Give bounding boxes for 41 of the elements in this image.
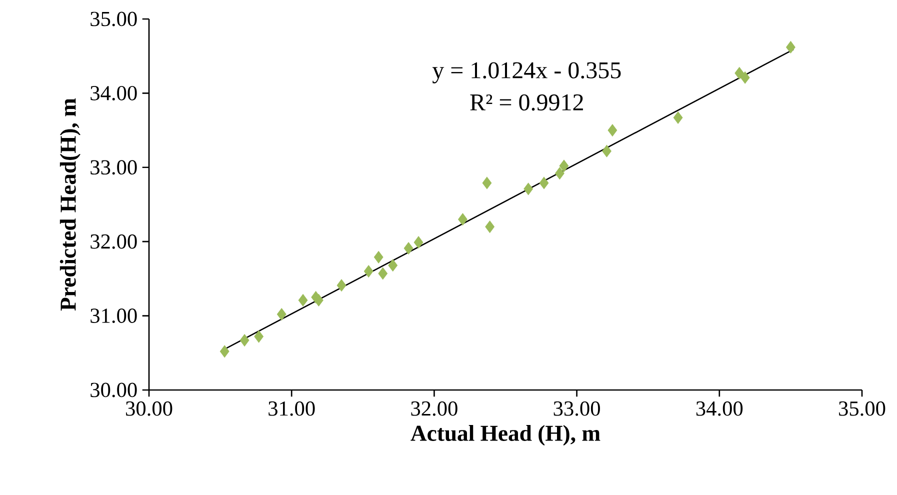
annotation: y = 1.0124x - 0.355 <box>432 62 621 84</box>
x-tick-label: 34.00 <box>696 401 743 416</box>
point <box>485 220 494 233</box>
point <box>555 167 564 180</box>
point <box>482 176 492 190</box>
point <box>240 334 250 346</box>
point <box>734 67 744 80</box>
x-axis-title: Actual Head (H), m <box>410 425 600 446</box>
point <box>602 144 612 158</box>
point <box>378 267 388 280</box>
x-tick-label: 33.00 <box>554 401 600 416</box>
point <box>524 182 533 196</box>
x-tick-label: 32.00 <box>411 401 458 416</box>
point <box>414 236 424 248</box>
point <box>336 279 346 292</box>
y-tick-label: 31.00 <box>90 308 137 324</box>
y-tick-label: 30.00 <box>90 382 137 398</box>
point <box>608 124 618 136</box>
y-tick-label: 35.00 <box>90 12 137 26</box>
point <box>559 160 569 172</box>
point <box>673 112 683 124</box>
point <box>539 176 549 190</box>
y-tick-label: 34.00 <box>90 86 137 100</box>
point <box>404 242 414 254</box>
point <box>458 213 468 226</box>
point <box>374 251 384 264</box>
point <box>220 345 230 358</box>
x-tick-label: 35.00 <box>839 401 886 416</box>
point <box>364 265 374 278</box>
point <box>388 259 398 272</box>
y-tick-label: 33.00 <box>90 160 137 175</box>
y-tick-label: 32.00 <box>90 234 137 249</box>
annotation: R² = 0.9912 <box>470 94 583 111</box>
y-axis-title: Predicted Head(H), m <box>60 98 80 311</box>
point <box>298 294 308 306</box>
point <box>786 41 796 54</box>
x-tick-label: 31.00 <box>268 401 315 416</box>
x-tick-label: 30.00 <box>126 401 172 416</box>
point <box>740 71 750 84</box>
point <box>254 330 264 343</box>
point <box>276 308 286 320</box>
